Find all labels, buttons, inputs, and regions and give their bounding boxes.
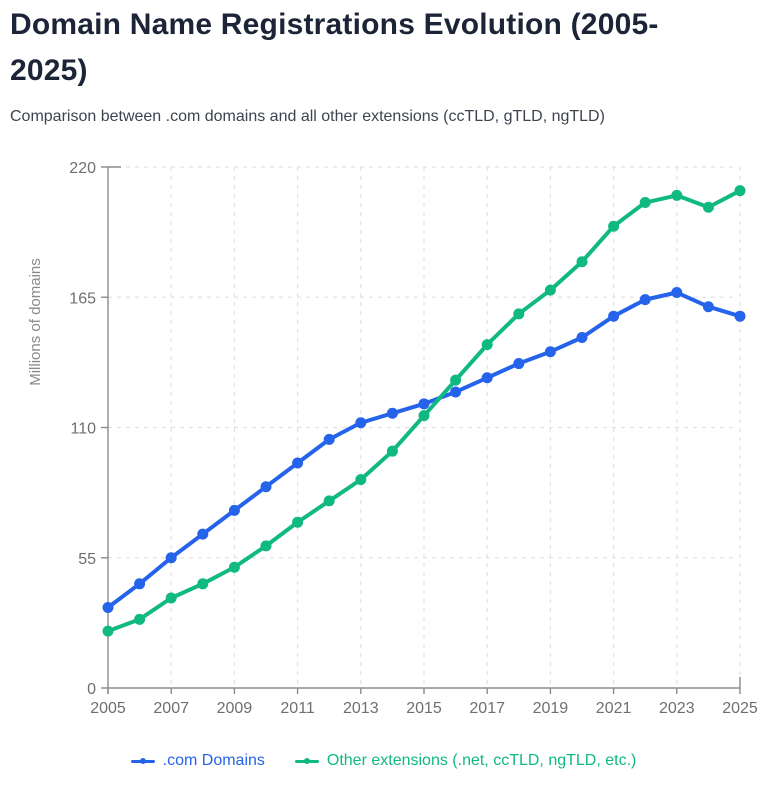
x-tick-label: 2023 — [659, 700, 695, 717]
data-point-other-extensions-2017[interactable] — [481, 339, 493, 351]
x-tick-label: 2009 — [217, 700, 253, 717]
legend-label-com-domains: .com Domains — [162, 752, 265, 769]
legend-item-com-domains[interactable]: .com Domains — [130, 752, 265, 770]
data-point-com-domains-2016[interactable] — [450, 386, 462, 398]
data-point-other-extensions-2018[interactable] — [513, 308, 525, 320]
data-point-other-extensions-2005[interactable] — [102, 625, 114, 637]
data-point-com-domains-2022[interactable] — [639, 294, 651, 306]
data-point-other-extensions-2007[interactable] — [165, 592, 177, 604]
x-tick-label: 2019 — [533, 700, 569, 717]
x-tick-label: 2017 — [469, 700, 505, 717]
line-chart-canvas: 0 55 110 165 220 2005 2007 2009 2011 2013 2015 2017… — [27, 160, 758, 717]
data-point-com-domains-2020[interactable] — [576, 332, 588, 344]
data-point-com-domains-2008[interactable] — [197, 528, 209, 540]
gridlines — [108, 166, 741, 688]
data-point-other-extensions-2022[interactable] — [639, 197, 651, 209]
data-point-com-domains-2006[interactable] — [134, 578, 146, 590]
data-point-other-extensions-2015[interactable] — [418, 410, 430, 422]
y-tick-label: 55 — [78, 551, 96, 568]
data-point-com-domains-2019[interactable] — [544, 346, 556, 358]
legend-line-marker-icon — [294, 758, 319, 764]
data-point-com-domains-2009[interactable] — [228, 504, 240, 516]
data-point-other-extensions-2011[interactable] — [292, 516, 304, 528]
page-subtitle: Comparison between .com domains and all … — [10, 108, 605, 125]
x-tick-label: 2021 — [596, 700, 632, 717]
y-tick-label: 165 — [69, 290, 96, 307]
data-point-com-domains-2007[interactable] — [165, 552, 177, 564]
data-point-com-domains-2014[interactable] — [386, 407, 398, 419]
data-point-com-domains-2011[interactable] — [292, 457, 304, 469]
x-tick-label: 2007 — [153, 700, 189, 717]
legend-label-other-extensions: Other extensions (.net, ccTLD, ngTLD, et… — [326, 752, 637, 769]
data-point-com-domains-2024[interactable] — [702, 301, 714, 313]
y-axis-title: Millions of domains — [27, 258, 44, 386]
data-point-other-extensions-2021[interactable] — [608, 220, 620, 232]
legend-item-other-extensions[interactable]: Other extensions (.net, ccTLD, ngTLD, et… — [294, 752, 637, 770]
page-title: Domain Name Registrations Evolution (200… — [10, 8, 659, 87]
x-tick-label: 2013 — [343, 700, 379, 717]
data-point-other-extensions-2006[interactable] — [134, 613, 146, 625]
data-point-other-extensions-2020[interactable] — [576, 256, 588, 268]
data-point-com-domains-2005[interactable] — [102, 601, 114, 613]
data-point-other-extensions-2023[interactable] — [671, 189, 683, 201]
data-point-com-domains-2015[interactable] — [418, 398, 430, 410]
chart-area: 0 55 110 165 220 2005 2007 2009 2011 2013 2015 2017… — [0, 140, 767, 795]
data-point-com-domains-2013[interactable] — [355, 417, 367, 429]
data-point-other-extensions-2025[interactable] — [734, 185, 746, 197]
data-point-other-extensions-2014[interactable] — [386, 445, 398, 457]
x-tick-label: 2015 — [406, 700, 442, 717]
data-point-other-extensions-2016[interactable] — [450, 374, 462, 386]
series-other-extensions — [102, 185, 746, 637]
data-point-com-domains-2017[interactable] — [481, 372, 493, 384]
legend-line-marker-icon — [130, 758, 155, 764]
data-point-com-domains-2018[interactable] — [513, 358, 525, 370]
y-tick-label: 0 — [87, 681, 96, 698]
series-com-domains — [102, 287, 746, 613]
data-point-other-extensions-2024[interactable] — [702, 201, 714, 213]
data-point-other-extensions-2012[interactable] — [323, 495, 335, 507]
x-tick-label: 2025 — [722, 700, 758, 717]
data-point-other-extensions-2008[interactable] — [197, 578, 209, 590]
data-point-com-domains-2010[interactable] — [260, 481, 272, 493]
chart-legend: .com Domains Other extensions (.net, ccT… — [0, 752, 767, 770]
y-tick-label: 220 — [69, 160, 96, 177]
data-point-other-extensions-2013[interactable] — [355, 474, 367, 486]
data-point-com-domains-2012[interactable] — [323, 433, 335, 445]
data-point-other-extensions-2010[interactable] — [260, 540, 272, 552]
x-tick-label: 2011 — [280, 700, 315, 717]
data-point-com-domains-2021[interactable] — [608, 310, 620, 322]
data-point-other-extensions-2019[interactable] — [544, 284, 556, 296]
data-point-com-domains-2025[interactable] — [734, 310, 746, 322]
data-point-com-domains-2023[interactable] — [671, 287, 683, 299]
tick-labels: 0 55 110 165 220 2005 2007 2009 2011 2013 2015 2017… — [69, 160, 758, 717]
x-tick-label: 2005 — [90, 700, 126, 717]
data-point-other-extensions-2009[interactable] — [228, 561, 240, 573]
y-tick-label: 110 — [70, 421, 96, 438]
